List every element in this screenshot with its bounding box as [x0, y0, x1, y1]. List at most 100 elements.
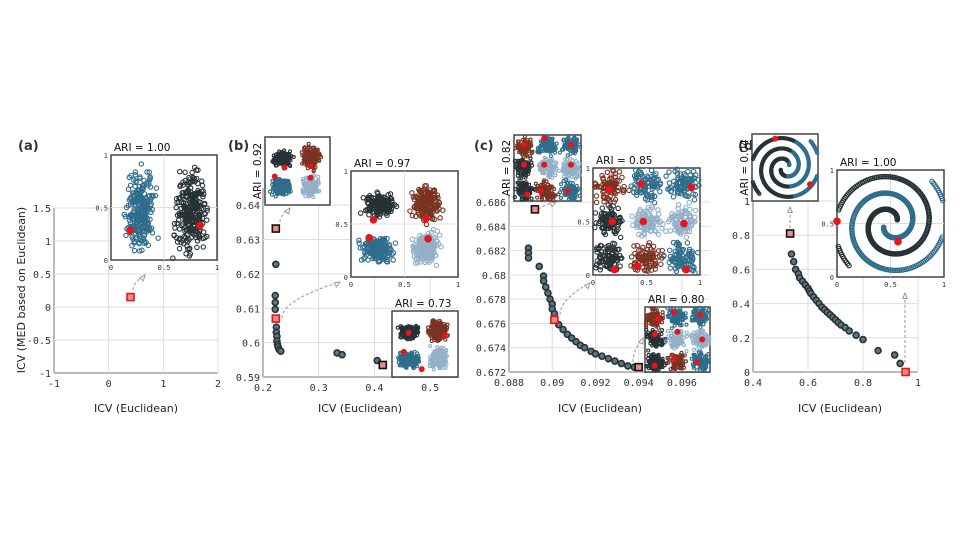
inset-x-tick: 0	[109, 264, 113, 272]
inset-point	[435, 355, 441, 360]
inset-point	[270, 182, 275, 187]
inset-point	[416, 251, 423, 258]
inset-point	[415, 202, 422, 209]
inset-point	[430, 353, 435, 358]
inset-point	[566, 133, 571, 138]
inset-y-tick: 0.5	[95, 205, 108, 213]
inset-point	[528, 137, 533, 142]
inset-y-tick: 0.5	[335, 221, 348, 229]
inset-x-tick: 1	[698, 279, 702, 287]
inset-point	[287, 155, 292, 160]
inset-point	[308, 152, 313, 157]
inset-point	[378, 249, 384, 255]
inset-point	[146, 169, 153, 175]
inset-point	[554, 166, 559, 171]
inset-point	[176, 245, 183, 252]
inset-point	[146, 193, 153, 199]
inset-point	[435, 333, 440, 338]
inset-point	[191, 198, 198, 205]
pareto-point	[271, 305, 280, 314]
selected-solution-marker	[126, 292, 135, 302]
inset-point	[377, 203, 383, 210]
inset-point	[521, 188, 526, 193]
cluster-center	[422, 214, 430, 223]
inset-point	[397, 363, 402, 368]
inset-point	[302, 155, 307, 160]
inset-point	[399, 359, 404, 364]
inset-x-tick: 0.5	[398, 281, 411, 289]
inset-point	[412, 349, 417, 354]
inset-point	[308, 189, 313, 194]
inset-point	[277, 153, 283, 158]
inset-point	[519, 182, 524, 187]
inset-point	[366, 206, 372, 213]
pareto-point	[617, 359, 626, 368]
inset-point	[528, 156, 533, 161]
inset-point	[443, 350, 448, 355]
inset-point	[558, 195, 564, 201]
inset-point	[180, 182, 186, 188]
inset-point	[184, 189, 190, 196]
inset-point	[365, 245, 371, 251]
inset-point	[571, 148, 576, 153]
inset-point	[519, 147, 524, 152]
panel-a-x-label: ICV (Euclidean)	[94, 402, 178, 415]
inset-point	[513, 158, 518, 163]
inset-point	[525, 167, 530, 173]
inset-point	[433, 354, 439, 360]
inset-point	[563, 157, 568, 162]
inset-point	[401, 363, 406, 368]
inset-point	[523, 175, 528, 180]
inset-point	[146, 177, 153, 183]
inset-point	[280, 160, 285, 165]
inset-point	[433, 322, 438, 327]
inset-y-tick: 0	[104, 257, 108, 265]
inset-point	[547, 185, 552, 190]
inset-y-tick: 1	[344, 168, 348, 176]
inset-point	[551, 198, 556, 203]
inset-point	[377, 257, 383, 264]
inset-point	[417, 259, 423, 265]
inset-ari-label: ARI = 0.82	[501, 140, 513, 196]
inset-point	[547, 158, 552, 163]
cluster-center	[608, 217, 617, 226]
inset-point	[364, 199, 371, 206]
inset-point	[177, 194, 183, 201]
inset-point	[384, 256, 390, 263]
inset-point	[535, 195, 540, 200]
cluster-center	[271, 173, 278, 180]
inset-point	[519, 158, 524, 163]
inset-point	[127, 195, 134, 202]
inset-point	[301, 176, 306, 182]
inset-point	[276, 161, 282, 166]
inset-point	[576, 167, 582, 172]
y-tick-label: 0.61	[236, 304, 260, 315]
inset-point	[522, 134, 528, 139]
cluster-center	[418, 366, 425, 373]
inset-point	[182, 228, 188, 235]
cluster-center	[682, 265, 690, 274]
inset-point	[155, 235, 161, 241]
panel-a-letter: (a)	[18, 139, 39, 154]
inset-point	[373, 254, 380, 260]
inset-point	[441, 346, 446, 351]
inset-point	[430, 243, 437, 249]
inset-point	[443, 365, 448, 370]
inset-point	[528, 186, 533, 191]
y-tick-label: -0.5	[27, 336, 51, 347]
selected-solution-marker	[550, 315, 559, 325]
inset-point	[187, 185, 194, 191]
inset-point	[123, 204, 130, 211]
inset-point	[378, 199, 385, 205]
inset-point	[434, 228, 441, 234]
inset-point	[316, 181, 321, 186]
inset-point	[131, 247, 138, 254]
inset-point	[573, 176, 578, 181]
inset-point	[438, 357, 443, 362]
inset-point	[386, 205, 393, 212]
inset-point	[404, 355, 409, 360]
inset-point	[533, 181, 538, 186]
pareto-point	[559, 325, 567, 334]
y-tick-label: 0.63	[236, 236, 260, 247]
inset-point	[316, 174, 321, 179]
